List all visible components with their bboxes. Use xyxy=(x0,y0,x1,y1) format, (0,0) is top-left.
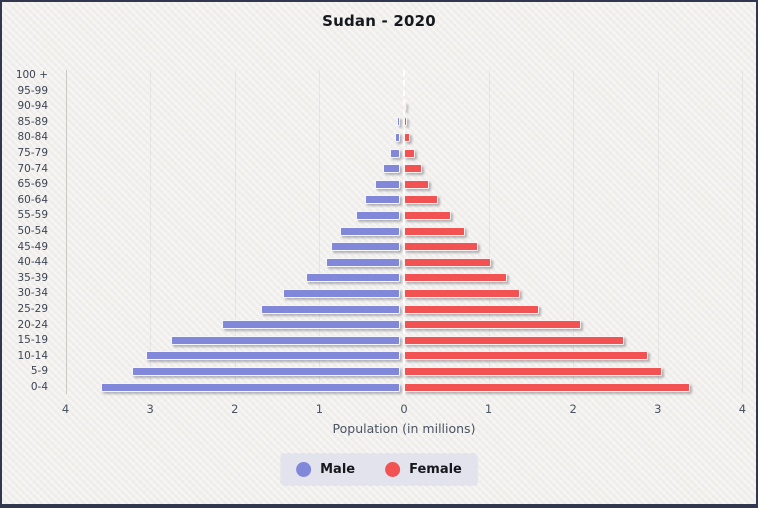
age-label-80-84: 80-84 xyxy=(17,131,48,144)
age-label-70-74: 70-74 xyxy=(17,162,48,175)
bar-female-65-69[interactable] xyxy=(404,179,430,189)
gridline xyxy=(657,70,659,394)
bar-male-75-79[interactable] xyxy=(389,148,400,158)
x-axis-tick: 4 xyxy=(738,402,747,416)
bar-female-60-64[interactable] xyxy=(404,195,438,205)
bar-female-10-14[interactable] xyxy=(404,351,649,361)
bar-female-50-54[interactable] xyxy=(404,226,465,236)
bar-male-25-29[interactable] xyxy=(261,304,400,314)
age-label-75-79: 75-79 xyxy=(17,147,48,159)
bar-female-5-9[interactable] xyxy=(404,366,663,376)
age-label-20-24: 20-24 xyxy=(17,318,48,331)
age-label-95-99: 95-99 xyxy=(17,84,48,97)
bar-male-35-39[interactable] xyxy=(306,273,400,283)
age-label-35-39: 35-39 xyxy=(17,271,48,284)
age-label-15-19: 15-19 xyxy=(17,334,48,347)
age-label-100-plus: 100 + xyxy=(15,69,48,81)
bar-male-60-64[interactable] xyxy=(365,195,400,205)
age-label-45-49: 45-49 xyxy=(17,240,48,253)
age-label-5-9: 5-9 xyxy=(30,365,48,378)
age-label-55-59: 55-59 xyxy=(17,209,48,222)
bar-male-85-89[interactable] xyxy=(397,117,400,127)
bar-male-5-9[interactable] xyxy=(131,366,400,376)
gridline xyxy=(234,70,236,394)
bar-female-35-39[interactable] xyxy=(404,273,508,283)
x-axis-tick: 3 xyxy=(654,402,662,416)
bar-female-75-79[interactable] xyxy=(404,148,415,158)
x-axis-tick: 2 xyxy=(569,402,577,416)
age-label-25-29: 25-29 xyxy=(17,303,48,315)
bar-female-20-24[interactable] xyxy=(404,320,581,330)
bar-female-70-74[interactable] xyxy=(404,164,422,174)
bar-female-40-44[interactable] xyxy=(404,257,492,267)
bar-male-70-74[interactable] xyxy=(383,164,400,174)
bar-female-25-29[interactable] xyxy=(404,304,539,314)
bar-male-10-14[interactable] xyxy=(146,351,400,361)
age-label-40-44: 40-44 xyxy=(17,256,48,269)
gridline xyxy=(742,70,744,394)
male-legend-swatch-icon xyxy=(296,462,312,477)
x-axis-tick: 2 xyxy=(231,402,239,416)
x-axis-tick: 1 xyxy=(315,402,324,416)
bar-male-20-24[interactable] xyxy=(221,320,400,330)
bar-female-85-89[interactable] xyxy=(404,117,408,127)
x-axis-tick: 1 xyxy=(484,402,493,416)
bar-female-45-49[interactable] xyxy=(404,242,478,252)
gridline xyxy=(573,70,575,394)
age-label-85-89: 85-89 xyxy=(17,115,48,128)
gridline xyxy=(488,70,490,394)
age-label-0-4: 0-4 xyxy=(30,381,48,393)
bar-female-0-4[interactable] xyxy=(404,382,690,392)
bar-female-15-19[interactable] xyxy=(404,335,624,345)
legend: Male Female xyxy=(281,454,477,485)
age-label-90-94: 90-94 xyxy=(17,100,48,113)
legend-item-male[interactable]: Male xyxy=(296,462,355,477)
bar-male-50-54[interactable] xyxy=(339,226,400,236)
bar-male-30-34[interactable] xyxy=(283,288,400,298)
bar-male-0-4[interactable] xyxy=(101,382,400,392)
bar-male-55-59[interactable] xyxy=(356,210,400,220)
legend-label-female: Female xyxy=(409,462,462,477)
legend-label-male: Male xyxy=(320,462,356,477)
gridline xyxy=(150,70,152,394)
bar-female-55-59[interactable] xyxy=(404,210,451,220)
x-axis-tick: 3 xyxy=(146,402,154,416)
age-label-50-54: 50-54 xyxy=(17,225,48,237)
bar-male-65-69[interactable] xyxy=(375,179,400,189)
bar-male-80-84[interactable] xyxy=(394,132,400,142)
gridline xyxy=(319,70,321,394)
x-axis-tick: 4 xyxy=(61,402,70,416)
x-axis-label: Population (in millions) xyxy=(332,421,476,436)
bar-male-45-49[interactable] xyxy=(331,242,400,252)
bar-male-15-19[interactable] xyxy=(170,335,400,345)
age-label-10-14: 10-14 xyxy=(17,349,48,362)
age-label-65-69: 65-69 xyxy=(17,178,48,191)
bar-male-40-44[interactable] xyxy=(325,257,400,267)
legend-item-female[interactable]: Female xyxy=(385,462,462,477)
age-label-60-64: 60-64 xyxy=(17,193,48,206)
bar-female-30-34[interactable] xyxy=(404,288,520,298)
x-axis-tick: 0 xyxy=(400,402,408,416)
age-label-30-34: 30-34 xyxy=(17,287,48,300)
bar-female-80-84[interactable] xyxy=(404,132,410,142)
bar-female-90-94[interactable] xyxy=(404,101,406,111)
chart-title: Sudan - 2020 xyxy=(322,12,436,30)
female-legend-swatch-icon xyxy=(385,462,401,477)
y-axis-line xyxy=(65,70,67,394)
